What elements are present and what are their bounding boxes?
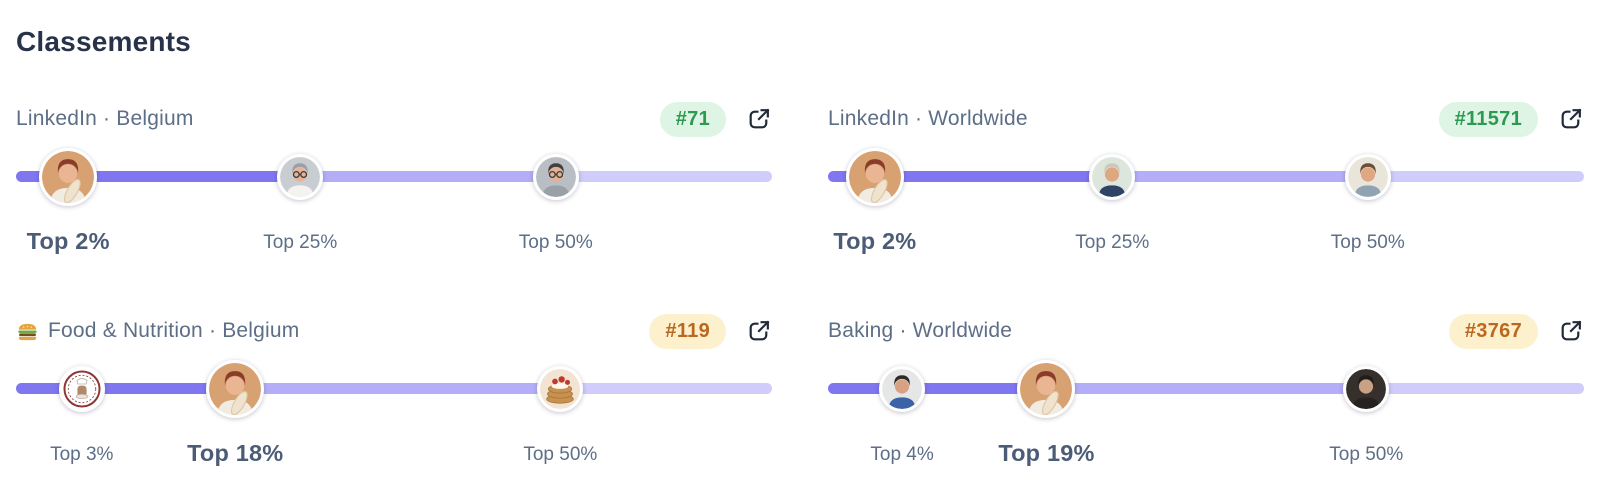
external-link-icon[interactable] xyxy=(746,318,772,344)
bar-segment-dark xyxy=(828,171,1110,182)
page-title: Classements xyxy=(16,26,191,57)
ranking-title-text: LinkedIn · Belgium xyxy=(16,107,194,130)
rank-badge: #119 xyxy=(649,313,726,349)
bar-segment-dark xyxy=(16,171,298,182)
milestone-label: Top 4% xyxy=(870,444,934,465)
milestone-avatar[interactable] xyxy=(277,153,324,200)
user-milestone-avatar[interactable] xyxy=(845,147,904,206)
ranking-title: LinkedIn · Belgium xyxy=(16,107,194,131)
ranking-card-header: LinkedIn · Belgium #71 xyxy=(16,101,772,137)
ranking-progress-bar xyxy=(828,147,1584,206)
rank-badge: #3767 xyxy=(1448,313,1538,349)
milestone-label: Top 25% xyxy=(1075,232,1150,253)
ranking-title: Baking · Worldwide xyxy=(828,319,1012,343)
bar-segment-medium xyxy=(238,383,558,394)
user-milestone-label: Top 18% xyxy=(187,440,284,466)
rankings-grid: LinkedIn · Belgium #71 Top 2% Top 25% Top … xyxy=(16,101,1584,486)
external-link-icon[interactable] xyxy=(1558,106,1584,132)
bar-segment-dark xyxy=(16,383,233,394)
ranking-title: Food & Nutrition · Belgium xyxy=(16,319,299,343)
ranking-progress-bar xyxy=(16,359,772,418)
rank-badge: #71 xyxy=(659,101,726,137)
milestone-avatar[interactable] xyxy=(879,365,926,412)
milestone-avatar[interactable] xyxy=(537,365,584,412)
external-link-icon[interactable] xyxy=(746,106,772,132)
user-milestone-label: Top 19% xyxy=(998,440,1095,466)
milestone-label: Top 50% xyxy=(1329,444,1404,465)
bar-segment-medium xyxy=(303,171,553,182)
milestone-avatar[interactable] xyxy=(58,365,105,412)
milestone-label: Top 50% xyxy=(518,232,593,253)
milestone-label: Top 25% xyxy=(263,232,338,253)
burger-emoji-icon xyxy=(16,320,39,343)
bar-segment-light xyxy=(558,171,772,182)
milestone-avatar[interactable] xyxy=(532,153,579,200)
ranking-title-text: LinkedIn · Worldwide xyxy=(828,107,1028,130)
ranking-header-right: #11571 xyxy=(1438,101,1584,137)
external-link-icon[interactable] xyxy=(1558,318,1584,344)
milestone-avatar[interactable] xyxy=(1343,365,1390,412)
ranking-card-header: LinkedIn · Worldwide #11571 xyxy=(828,101,1584,137)
ranking-title: LinkedIn · Worldwide xyxy=(828,107,1028,131)
milestone-label: Top 50% xyxy=(1330,232,1405,253)
user-milestone-avatar[interactable] xyxy=(206,359,265,418)
ranking-header-right: #119 xyxy=(649,313,772,349)
bar-segment-light xyxy=(563,383,772,394)
milestone-label: Top 3% xyxy=(50,444,114,465)
ranking-card: Baking · Worldwide #3767 Top 4% Top 19% To… xyxy=(828,313,1584,486)
milestone-label: Top 50% xyxy=(523,444,598,465)
ranking-header-right: #3767 xyxy=(1448,313,1584,349)
bar-segment-medium xyxy=(1049,383,1364,394)
ranking-card: LinkedIn · Worldwide #11571 Top 2% Top 25… xyxy=(828,101,1584,274)
user-milestone-avatar[interactable] xyxy=(39,147,98,206)
ranking-card-header: Food & Nutrition · Belgium #119 xyxy=(16,313,772,349)
bar-segment-light xyxy=(1370,171,1584,182)
ranking-card-header: Baking · Worldwide #3767 xyxy=(828,313,1584,349)
milestone-avatar[interactable] xyxy=(1344,153,1391,200)
ranking-progress-bar xyxy=(16,147,772,206)
milestone-avatar[interactable] xyxy=(1089,153,1136,200)
ranking-card: Food & Nutrition · Belgium #119 Top 3% To… xyxy=(16,313,772,486)
rank-badge: #11571 xyxy=(1438,101,1538,137)
ranking-progress-bar xyxy=(828,359,1584,418)
bar-segment-dark xyxy=(828,383,1044,394)
bar-segment-medium xyxy=(1115,171,1365,182)
ranking-header-right: #71 xyxy=(659,101,772,137)
user-milestone-label: Top 2% xyxy=(26,228,110,254)
ranking-card: LinkedIn · Belgium #71 Top 2% Top 25% Top … xyxy=(16,101,772,274)
bar-segment-light xyxy=(1369,383,1584,394)
user-milestone-label: Top 2% xyxy=(833,228,917,254)
user-milestone-avatar[interactable] xyxy=(1017,359,1076,418)
ranking-title-text: Food & Nutrition · Belgium xyxy=(48,319,300,342)
ranking-title-text: Baking · Worldwide xyxy=(828,319,1013,342)
